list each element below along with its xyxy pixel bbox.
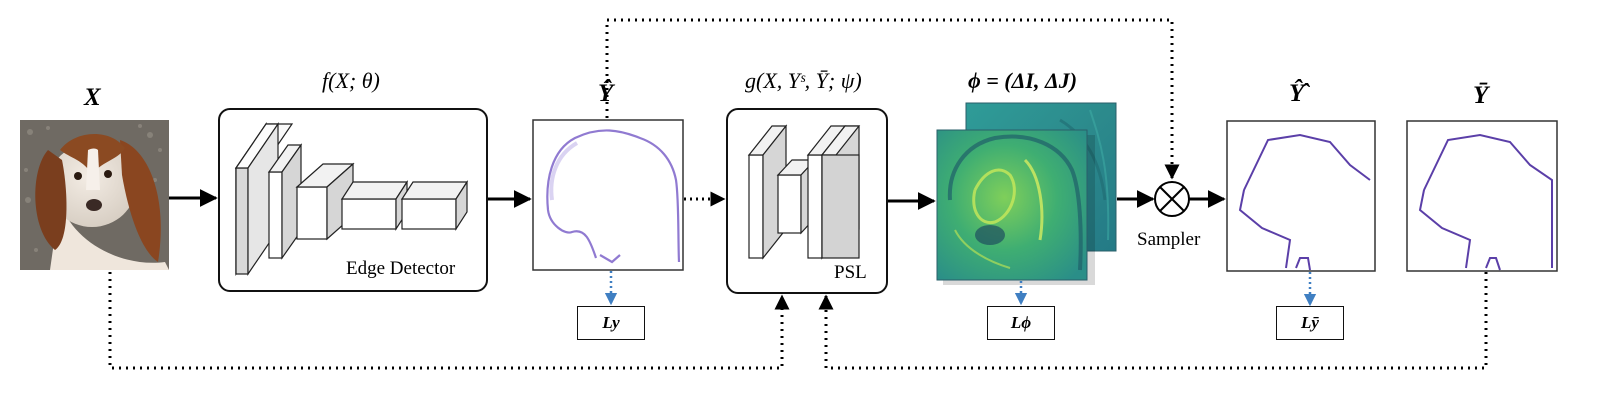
ground-truth-symbol: Ȳ [1473,82,1489,109]
psl-label: PSL [834,262,867,283]
refined-symbol: Ŷ̂ [1289,80,1305,107]
loss-phi-box: Lϕ [987,306,1055,340]
displacement-field-front [936,129,1088,281]
psl-fn-label: g(X, Yˢ, Ȳ; ψ) [745,68,862,93]
predicted-edge-map [532,119,684,271]
skip-path-ground-truth-to-psl [818,272,1488,370]
ground-truth-edge-map [1406,120,1558,272]
input-image [20,120,169,270]
skip-path-prediction-to-sampler [605,18,1180,180]
sampler-label: Sampler [1137,229,1201,250]
edge-fn-label: f(X; θ) [322,68,380,93]
edge-detector-box [218,108,488,292]
refined-edge-map [1226,120,1376,272]
loss-y-box: Ly [577,306,645,340]
phi-equation: ϕ = (ΔI, ΔJ) [968,68,1078,93]
sampler-node [1154,181,1190,217]
psl-box [726,108,888,294]
prediction-symbol: Ŷ [598,80,614,107]
edge-detector-label: Edge Detector [346,258,456,279]
psl-layers [747,124,861,260]
edge-detector-layers [234,122,469,276]
loss-ybar-box: Lȳ [1276,306,1344,340]
input-symbol: X [84,84,101,111]
